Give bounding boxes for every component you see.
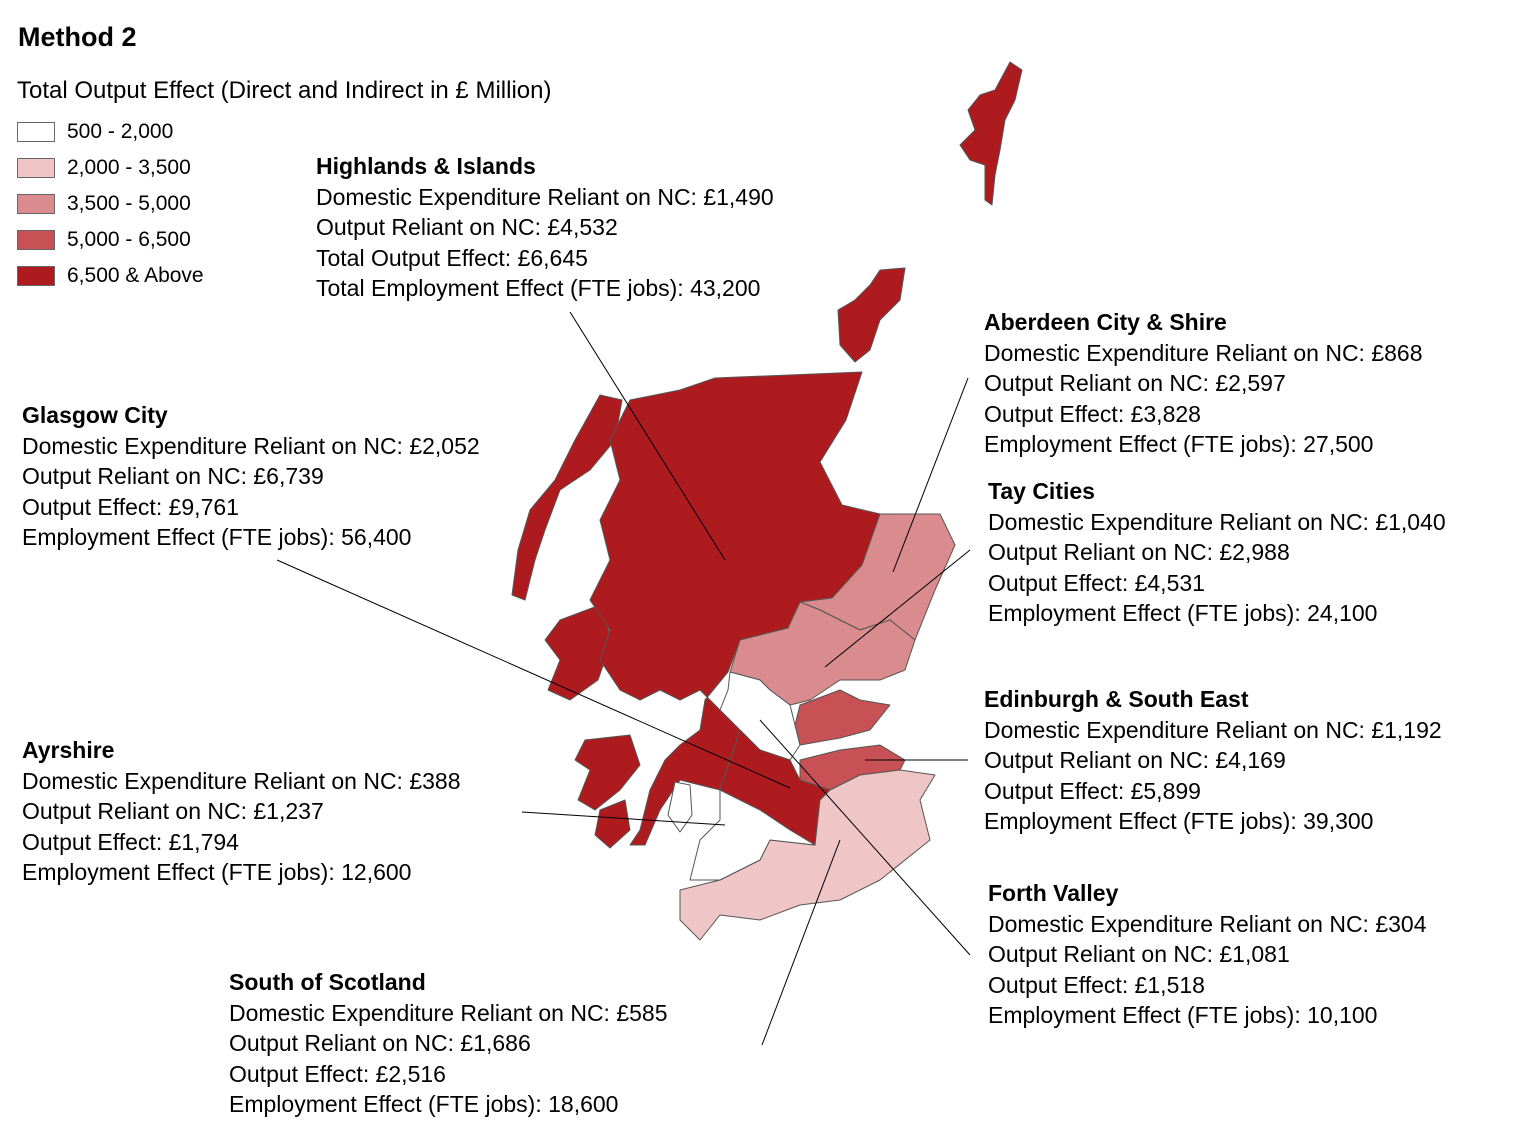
output-effect: Total Output Effect: £6,645	[316, 244, 588, 271]
legend-label: 3,500 - 5,000	[67, 192, 191, 215]
leader-line-south	[761, 839, 841, 1046]
region-name: South of Scotland	[229, 969, 426, 995]
legend-item: 5,000 - 6,500	[17, 222, 204, 258]
region-islay	[594, 799, 631, 849]
legend-swatch	[17, 194, 55, 214]
legend-item: 6,500 & Above	[17, 258, 204, 294]
legend-label: 500 - 2,000	[67, 120, 174, 143]
legend-title: Total Output Effect (Direct and Indirect…	[17, 77, 552, 104]
leader-line-tay	[824, 549, 971, 668]
employment-effect: Employment Effect (FTE jobs): 12,600	[22, 859, 412, 885]
output-effect: Output Effect: £9,761	[22, 493, 239, 520]
domestic-expenditure: Domestic Expenditure Reliant on NC: £1,1…	[984, 716, 1442, 743]
output-reliant: Output Reliant on NC: £1,237	[22, 798, 324, 824]
label-aberdeen-city-shire: Aberdeen City & Shire Domestic Expenditu…	[984, 307, 1423, 460]
region-arran	[667, 781, 693, 833]
legend-swatch	[17, 266, 55, 286]
label-tay-cities: Tay Cities Domestic Expenditure Reliant …	[988, 476, 1446, 629]
label-ayrshire: Ayrshire Domestic Expenditure Reliant on…	[22, 735, 461, 888]
label-glasgow-city: Glasgow City Domestic Expenditure Relian…	[22, 400, 480, 553]
region-name: Highlands & Islands	[316, 153, 536, 179]
leader-line-ayrshire	[521, 811, 726, 826]
region-name: Edinburgh & South East	[984, 686, 1249, 712]
output-reliant: Output Reliant on NC: £2,988	[988, 539, 1290, 565]
map-title: Method 2	[18, 22, 137, 52]
output-reliant: Output Reliant on NC: £1,081	[988, 941, 1290, 967]
region-tay-cities	[729, 601, 916, 706]
region-mull	[574, 734, 641, 811]
output-reliant: Output Reliant on NC: £4,532	[316, 214, 618, 240]
employment-effect: Employment Effect (FTE jobs): 56,400	[22, 524, 412, 550]
output-reliant: Output Reliant on NC: £2,597	[984, 370, 1286, 396]
domestic-expenditure: Domestic Expenditure Reliant on NC: £1,4…	[316, 183, 774, 210]
legend-item: 500 - 2,000	[17, 114, 204, 150]
output-reliant: Output Reliant on NC: £4,169	[984, 747, 1286, 773]
legend-item: 3,500 - 5,000	[17, 186, 204, 222]
leader-line-highlands	[569, 311, 726, 561]
leader-lines	[276, 311, 971, 1046]
output-reliant: Output Reliant on NC: £6,739	[22, 463, 324, 489]
legend-label: 5,000 - 6,500	[67, 228, 191, 251]
output-effect: Output Effect: £5,899	[984, 777, 1201, 804]
region-shetland	[959, 61, 1023, 206]
region-name: Glasgow City	[22, 402, 168, 428]
label-highlands-islands: Highlands & Islands Domestic Expenditure…	[316, 151, 774, 304]
legend: 500 - 2,000 2,000 - 3,500 3,500 - 5,000 …	[17, 114, 204, 294]
employment-effect: Employment Effect (FTE jobs): 18,600	[229, 1091, 619, 1117]
domestic-expenditure: Domestic Expenditure Reliant on NC: £1,0…	[988, 508, 1446, 535]
region-name: Aberdeen City & Shire	[984, 309, 1227, 335]
output-effect: Output Effect: £3,828	[984, 400, 1201, 427]
region-ayrshire	[689, 789, 816, 881]
employment-effect: Employment Effect (FTE jobs): 10,100	[988, 1002, 1378, 1028]
legend-swatch	[17, 158, 55, 178]
domestic-expenditure: Domestic Expenditure Reliant on NC: £304	[988, 910, 1427, 937]
label-south-of-scotland: South of Scotland Domestic Expenditure R…	[229, 967, 668, 1120]
output-effect: Output Effect: £1,518	[988, 971, 1205, 998]
region-name: Ayrshire	[22, 737, 115, 763]
output-effect: Output Effect: £1,794	[22, 828, 239, 855]
label-forth-valley: Forth Valley Domestic Expenditure Relian…	[988, 878, 1427, 1031]
domestic-expenditure: Domestic Expenditure Reliant on NC: £2,0…	[22, 432, 480, 459]
region-orkney	[837, 267, 906, 363]
output-effect: Output Effect: £4,531	[988, 569, 1205, 596]
employment-effect: Total Employment Effect (FTE jobs): 43,2…	[316, 275, 761, 301]
employment-effect: Employment Effect (FTE jobs): 24,100	[988, 600, 1378, 626]
output-reliant: Output Reliant on NC: £1,686	[229, 1030, 531, 1056]
domestic-expenditure: Domestic Expenditure Reliant on NC: £868	[984, 339, 1423, 366]
employment-effect: Employment Effect (FTE jobs): 27,500	[984, 431, 1374, 457]
domestic-expenditure: Domestic Expenditure Reliant on NC: £388	[22, 767, 461, 794]
output-effect: Output Effect: £2,516	[229, 1060, 446, 1087]
region-name: Forth Valley	[988, 880, 1119, 906]
domestic-expenditure: Domestic Expenditure Reliant on NC: £585	[229, 999, 668, 1026]
leader-line-glasgow	[276, 559, 791, 789]
leader-line-forth	[759, 719, 971, 956]
legend-label: 2,000 - 3,500	[67, 156, 191, 179]
region-name: Tay Cities	[988, 478, 1095, 504]
leader-line-aberdeen	[892, 377, 969, 573]
legend-label: 6,500 & Above	[67, 264, 204, 287]
region-skye	[544, 604, 613, 701]
legend-swatch	[17, 230, 55, 250]
legend-item: 2,000 - 3,500	[17, 150, 204, 186]
region-edinburgh-fife	[794, 689, 891, 746]
legend-swatch	[17, 122, 55, 142]
label-edinburgh-south-east: Edinburgh & South East Domestic Expendit…	[984, 684, 1442, 837]
employment-effect: Employment Effect (FTE jobs): 39,300	[984, 808, 1374, 834]
